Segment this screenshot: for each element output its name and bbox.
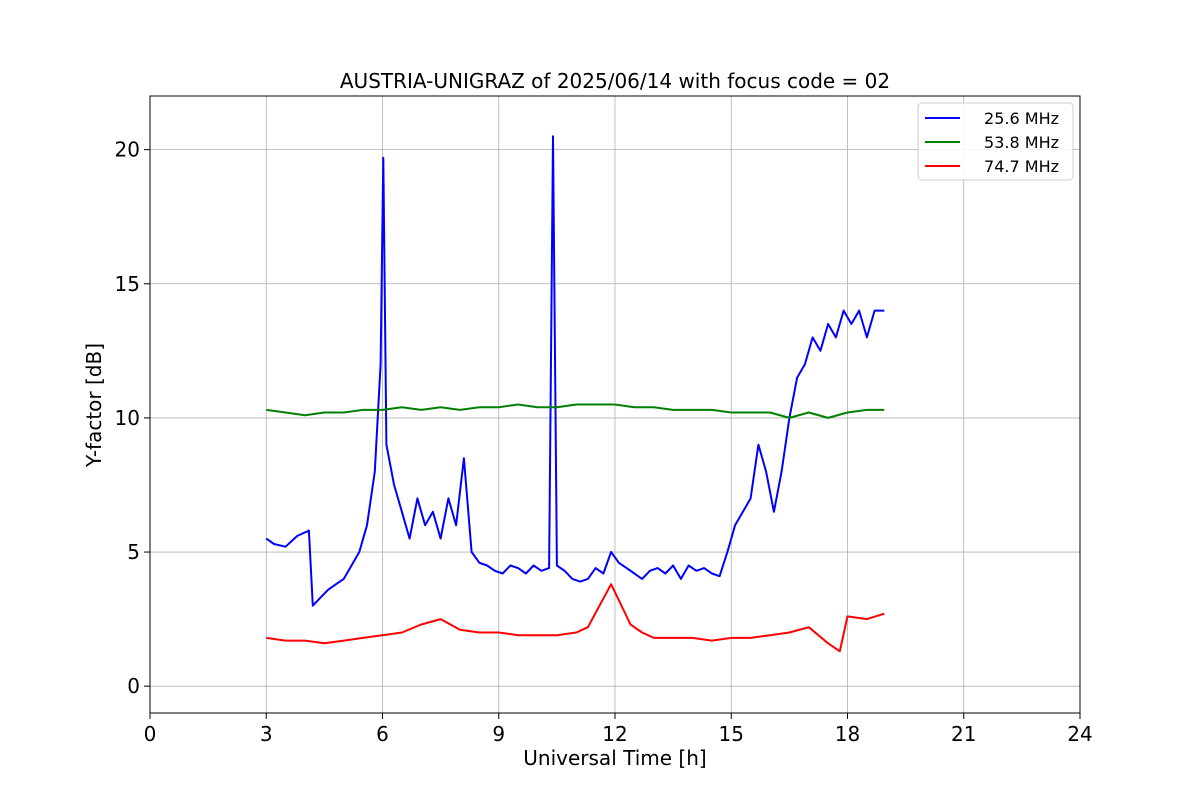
series-line-2 — [266, 583, 885, 653]
x-tick-label: 9 — [492, 722, 505, 746]
x-tick-label: 6 — [376, 722, 389, 746]
y-axis: 0 5 10 15 20 — [115, 138, 150, 698]
legend-items: 25.6 MHz 53.8 MHz 74.7 MHz — [925, 109, 1059, 176]
legend-label: 74.7 MHz — [984, 157, 1059, 176]
x-tick-label: 12 — [602, 722, 627, 746]
y-tick-label: 5 — [127, 540, 140, 564]
y-tick-label: 0 — [127, 674, 140, 698]
legend-label: 25.6 MHz — [984, 109, 1059, 128]
series-line-1 — [266, 403, 885, 419]
y-tick-label: 15 — [115, 272, 140, 296]
legend-frame — [917, 102, 1074, 181]
legend-label: 53.8 MHz — [984, 133, 1059, 152]
legend: 25.6 MHz 53.8 MHz 74.7 MHz — [917, 102, 1074, 181]
x-tick-label: 3 — [260, 722, 273, 746]
x-tick-label: 18 — [835, 722, 860, 746]
x-tick-label: 21 — [951, 722, 976, 746]
x-axis: 0 3 6 9 12 15 18 21 24 — [144, 713, 1093, 746]
series-layer — [265, 135, 885, 653]
x-tick-label: 24 — [1067, 722, 1092, 746]
y-tick-label: 10 — [115, 406, 140, 430]
chart-title: AUSTRIA-UNIGRAZ of 2025/06/14 with focus… — [340, 69, 890, 93]
y-tick-label: 20 — [115, 138, 140, 162]
x-tick-label: 0 — [144, 722, 157, 746]
series-line-0 — [265, 135, 885, 607]
x-tick-label: 15 — [719, 722, 744, 746]
y-axis-label: Y-factor [dB] — [82, 343, 106, 468]
x-axis-label: Universal Time [h] — [523, 746, 706, 770]
